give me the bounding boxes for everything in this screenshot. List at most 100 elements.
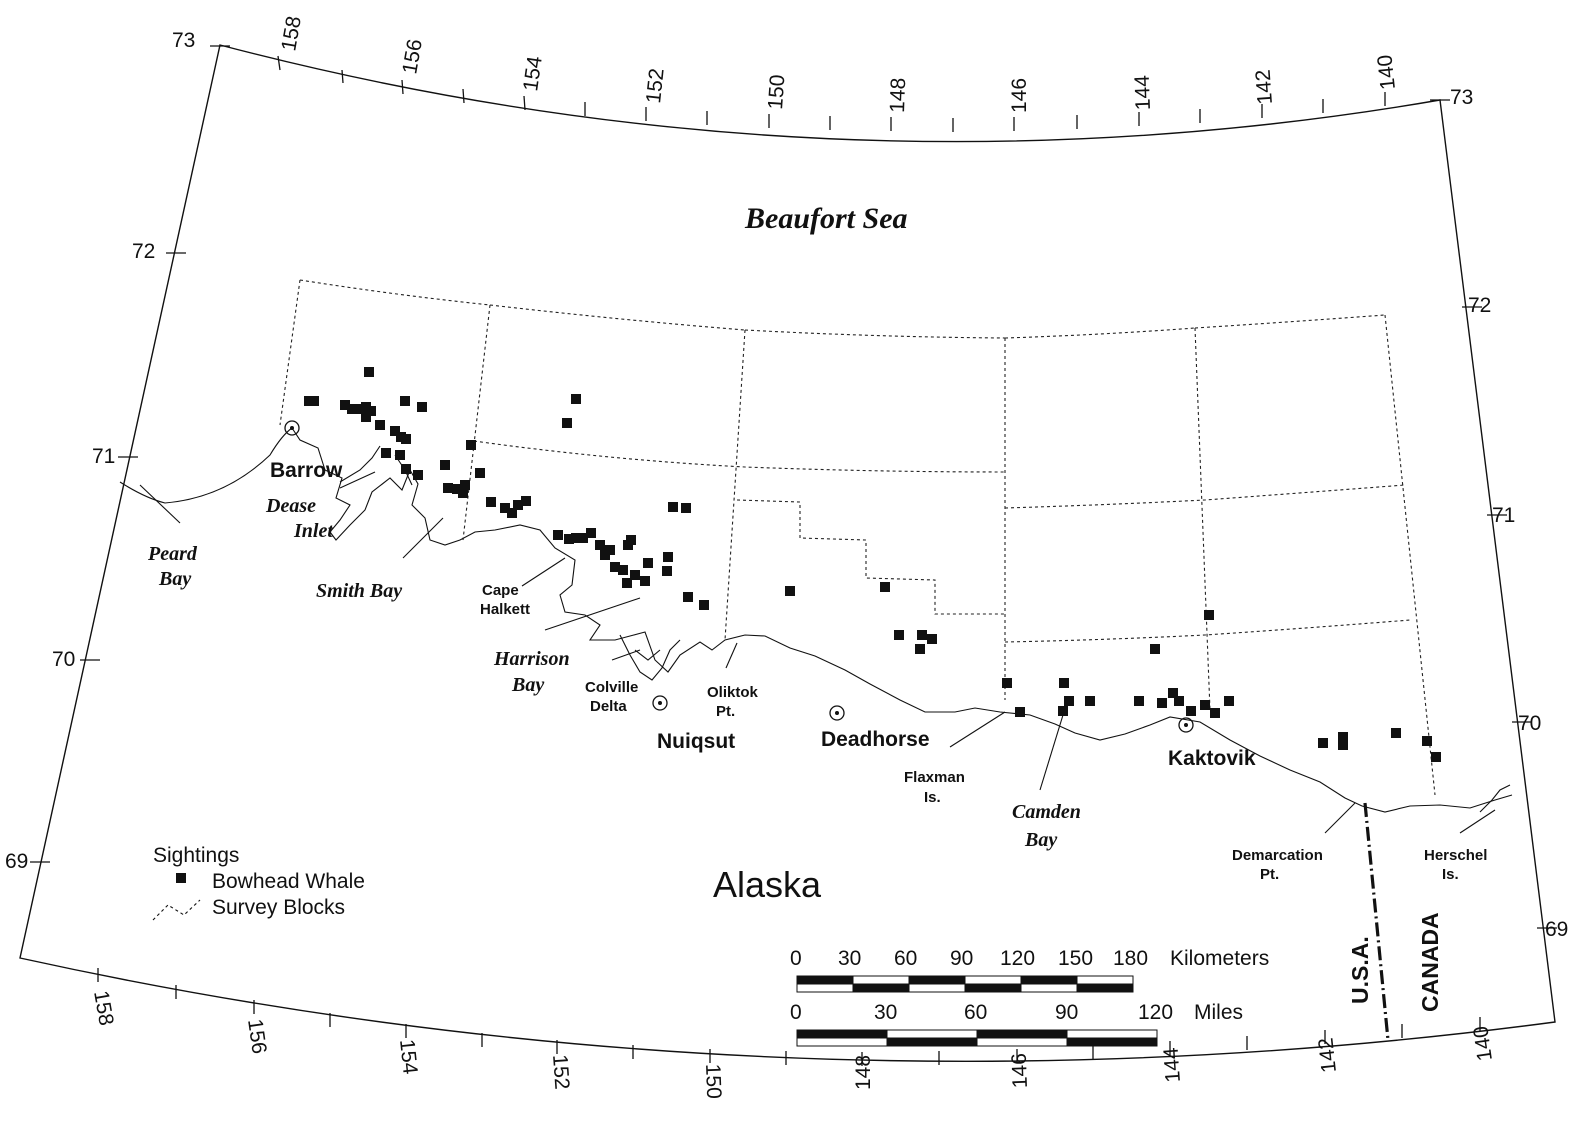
scale-mi-tick: 90 — [1055, 1001, 1078, 1024]
sighting-marker — [640, 576, 650, 586]
town-marker-kaktovik — [1178, 717, 1194, 733]
town-marker-nuiqsut — [652, 695, 668, 711]
sighting-marker — [500, 503, 510, 513]
feature-label: Camden — [1012, 801, 1081, 823]
bottom-lon-label: 156 — [243, 1017, 271, 1055]
scale-mi-tick: 0 — [790, 1001, 802, 1024]
scale-mi-tick: 120 — [1138, 1001, 1173, 1024]
sighting-marker — [413, 470, 423, 480]
feature-label: Smith Bay — [316, 580, 402, 602]
left-lat-label: 70 — [52, 648, 75, 671]
top-longitude-labels: 158 156 154 152 150 148 146 144 142 140 — [277, 14, 1400, 113]
top-lon-label: 142 — [1252, 69, 1277, 106]
sighting-marker — [440, 460, 450, 470]
scale-km-tick: 90 — [950, 947, 973, 970]
sighting-marker — [894, 630, 904, 640]
sighting-marker — [1059, 678, 1069, 688]
bottom-lon-label: 140 — [1469, 1025, 1497, 1063]
canada-label: CANADA — [1417, 912, 1443, 1012]
land-feature-labels: Cape Halkett Colville Delta Oliktok Pt. … — [480, 582, 1487, 883]
left-lat-label: 73 — [172, 29, 195, 52]
top-ticks — [277, 55, 1386, 132]
right-lat-label: 73 — [1450, 86, 1473, 109]
sighting-marker — [564, 534, 574, 544]
sighting-marker — [401, 464, 411, 474]
sighting-marker — [662, 566, 672, 576]
feature-label: Inlet — [293, 520, 334, 542]
sighting-marker — [458, 488, 468, 498]
sighting-marker — [562, 418, 572, 428]
sighting-marker — [361, 412, 371, 422]
sighting-marker — [622, 578, 632, 588]
top-lon-label: 144 — [1131, 74, 1155, 110]
usa-label: U.S.A. — [1347, 936, 1373, 1004]
sighting-marker — [460, 480, 470, 490]
right-lat-label: 71 — [1492, 504, 1515, 527]
sighting-marker — [553, 530, 563, 540]
top-lon-label: 154 — [519, 54, 547, 92]
feature-label: Oliktok — [707, 684, 759, 701]
sighting-marker — [486, 497, 496, 507]
feature-label: Harrison — [493, 648, 570, 670]
sighting-marker — [668, 502, 678, 512]
survey-blocks — [279, 279, 1436, 796]
sighting-marker — [1186, 706, 1196, 716]
bottom-lon-label: 144 — [1160, 1046, 1185, 1083]
sighting-marker — [630, 570, 640, 580]
sighting-marker — [1204, 610, 1214, 620]
sighting-marker — [1064, 696, 1074, 706]
scale-bar-mi — [796, 1029, 1158, 1047]
legend-dashed-line-icon — [152, 899, 201, 921]
sighting-marker — [1338, 740, 1348, 750]
sighting-marker — [610, 562, 620, 572]
right-latitude-labels: 73 72 71 70 69 — [1450, 86, 1568, 941]
sighting-marker — [354, 404, 364, 414]
feature-label: Herschel — [1424, 847, 1487, 864]
sighting-marker — [880, 582, 890, 592]
sighting-marker — [917, 630, 927, 640]
feature-label: Bay — [511, 674, 544, 696]
feature-label: Demarcation — [1232, 847, 1323, 864]
coastline — [119, 427, 1513, 813]
sighting-marker — [1391, 728, 1401, 738]
scale-km-tick: 30 — [838, 947, 861, 970]
sighting-marker — [643, 558, 653, 568]
scale-mi-tick: 30 — [874, 1001, 897, 1024]
sighting-marker — [571, 394, 581, 404]
sighting-marker — [1157, 698, 1167, 708]
sighting-marker — [1085, 696, 1095, 706]
scale-km-tick: 180 — [1113, 947, 1148, 970]
town-label-deadhorse: Deadhorse — [821, 728, 930, 751]
sighting-marker — [1002, 678, 1012, 688]
scale-km-tick: 0 — [790, 947, 802, 970]
sighting-marker — [915, 644, 925, 654]
feature-label: Bay — [1024, 829, 1057, 851]
bottom-ticks — [97, 968, 1481, 1066]
feature-label: Is. — [1442, 866, 1459, 883]
scale-km-tick: 60 — [894, 947, 917, 970]
feature-label: Pt. — [1260, 866, 1279, 883]
sighting-marker — [618, 565, 628, 575]
sighting-marker — [586, 528, 596, 538]
legend-square-icon — [176, 873, 186, 883]
sighting-marker — [507, 508, 517, 518]
feature-label: Delta — [590, 698, 627, 715]
scale-km-unit: Kilometers — [1170, 947, 1269, 970]
us-canada-boundary — [1363, 802, 1390, 1041]
sighting-marker — [785, 586, 795, 596]
bottom-lon-label: 150 — [701, 1063, 725, 1099]
sighting-marker — [605, 545, 615, 555]
sighting-marker — [1318, 738, 1328, 748]
town-label-barrow: Barrow — [270, 459, 343, 482]
sighting-marker — [395, 450, 405, 460]
bottom-lon-label: 142 — [1314, 1037, 1341, 1074]
sighting-marker — [417, 402, 427, 412]
right-lat-label: 72 — [1468, 294, 1491, 317]
scale-km-tick: 150 — [1058, 947, 1093, 970]
bottom-lon-label: 148 — [852, 1055, 875, 1090]
sighting-marker — [513, 500, 523, 510]
sighting-marker — [1338, 732, 1348, 742]
scale-bar-km — [796, 975, 1134, 993]
sighting-marker — [375, 420, 385, 430]
